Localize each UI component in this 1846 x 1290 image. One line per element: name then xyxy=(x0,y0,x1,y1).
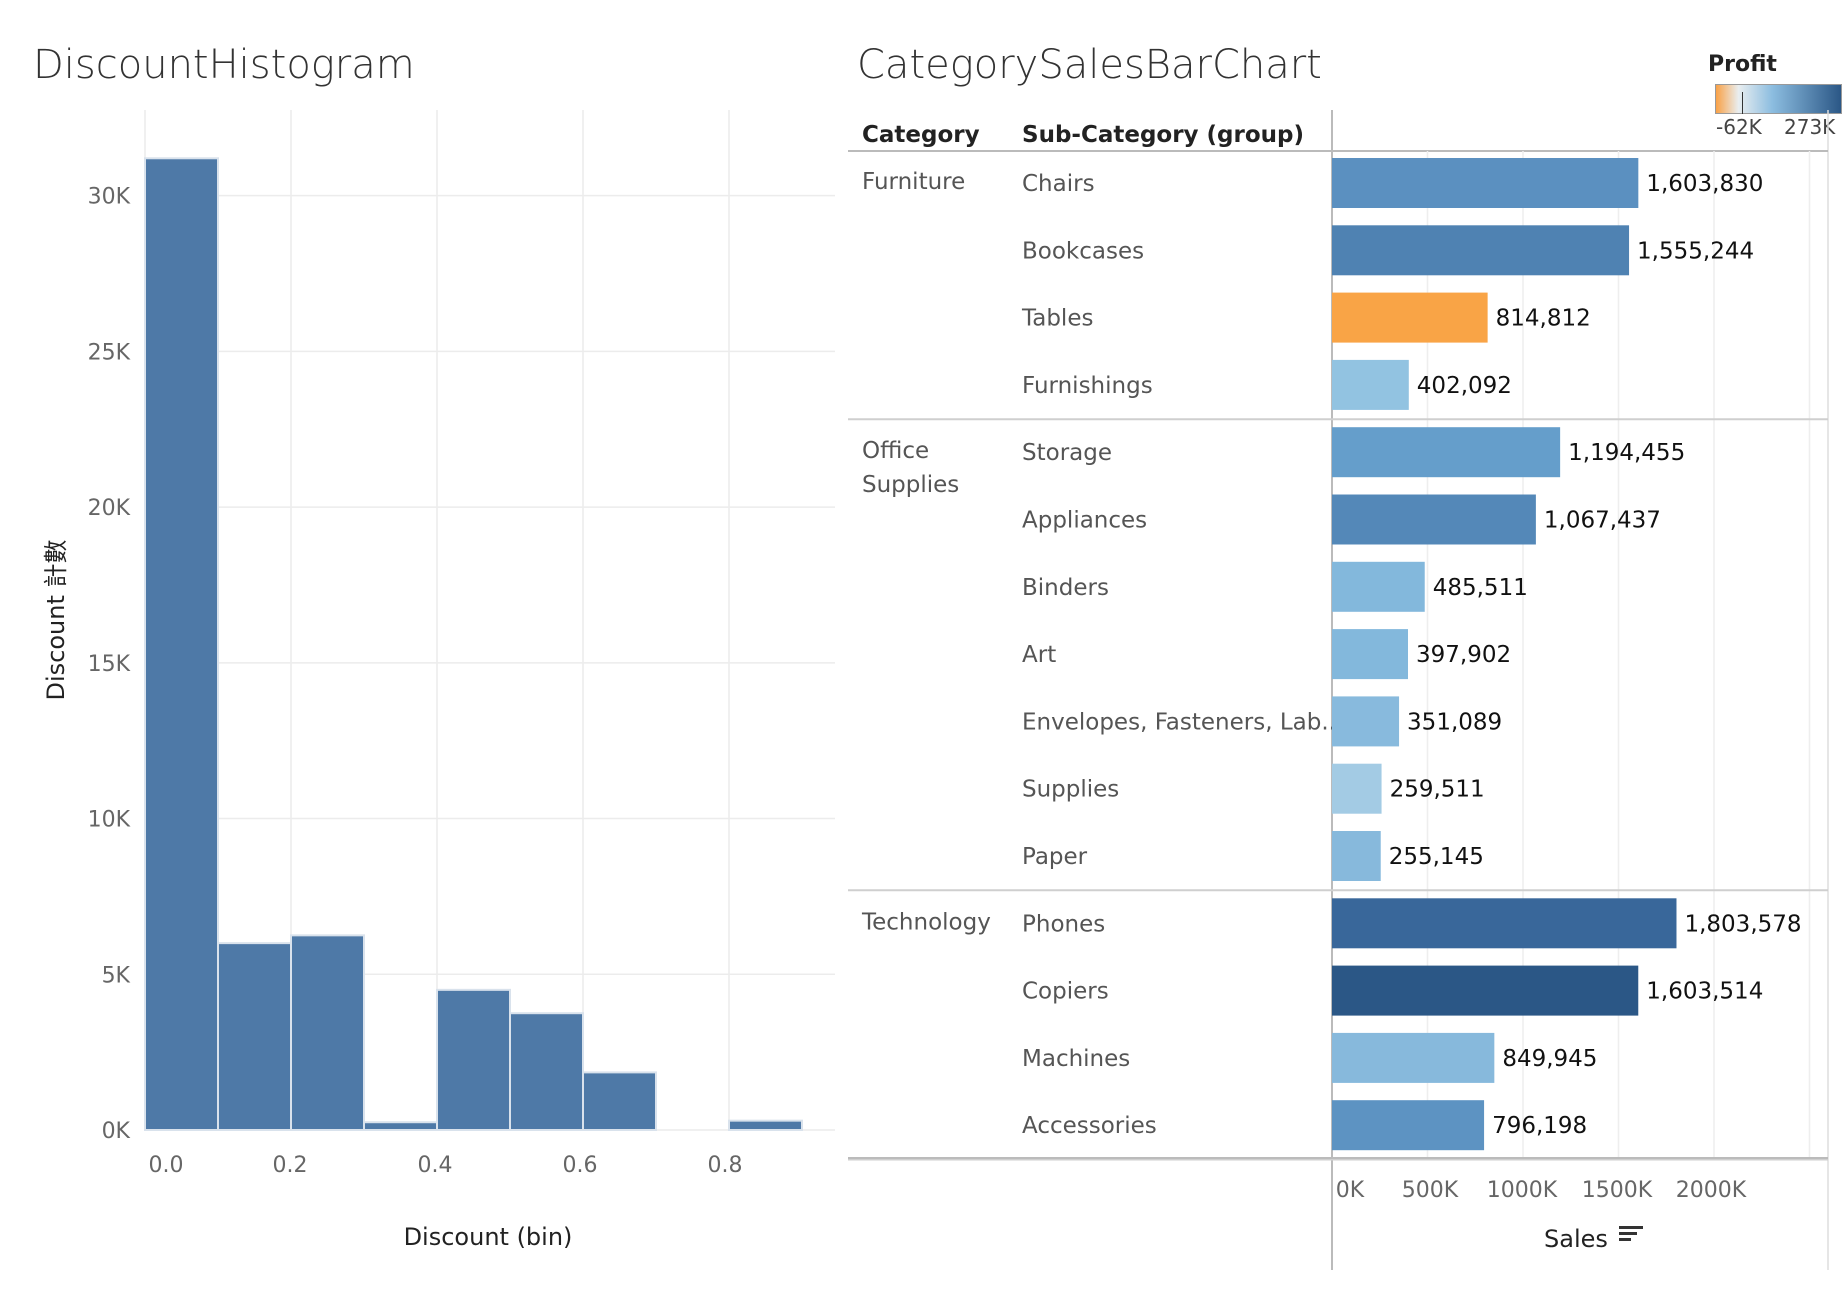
x-tick-label: 0K xyxy=(1336,1178,1365,1203)
x-tick-label: 0.4 xyxy=(418,1153,453,1178)
sales-bar[interactable] xyxy=(1332,561,1425,612)
discount-histogram[interactable]: 0K 5K 10K 15K 20K 25K 30K 0.0 0.2 0.4 0.6 0.8 Discou… xyxy=(0,0,850,1290)
subcategory-label: Machines xyxy=(1022,1046,1130,1072)
x-tick-label: 0.2 xyxy=(273,1153,308,1178)
subcategory-label: Envelopes, Fasteners, Lab.. xyxy=(1022,709,1336,735)
profit-color-ramp[interactable] xyxy=(1715,84,1842,114)
sales-bar[interactable] xyxy=(1332,225,1630,276)
sales-value-label: 397,902 xyxy=(1416,642,1511,668)
y-tick-label: 0K xyxy=(102,1119,131,1144)
sales-bar[interactable] xyxy=(1332,494,1536,545)
x-tick-label: 0.0 xyxy=(149,1153,184,1178)
subcategory-label: Furnishings xyxy=(1022,373,1153,399)
subcategory-label: Accessories xyxy=(1022,1113,1157,1139)
subcategory-label: Chairs xyxy=(1022,171,1095,197)
x-axis-title: Discount (bin) xyxy=(404,1223,573,1251)
histogram-bar[interactable] xyxy=(509,1012,584,1132)
sales-bar[interactable] xyxy=(1332,359,1409,410)
subcategory-column-header: Sub-Category (group) xyxy=(1022,122,1304,148)
sales-bar[interactable] xyxy=(1332,763,1382,814)
sales-bar[interactable] xyxy=(1332,292,1488,343)
sales-value-label: 351,089 xyxy=(1407,709,1502,735)
sales-value-label: 1,803,578 xyxy=(1684,911,1801,937)
sort-descending-icon[interactable] xyxy=(1619,1226,1643,1241)
x-tick-label: 500K xyxy=(1402,1178,1459,1203)
y-tick-label: 15K xyxy=(88,652,131,677)
sales-value-label: 1,067,437 xyxy=(1544,508,1661,534)
category-label: Furniture xyxy=(862,169,965,195)
legend-min-label: -62K xyxy=(1716,115,1762,139)
subcategory-label: Tables xyxy=(1021,306,1093,332)
subcategory-label: Bookcases xyxy=(1022,238,1144,264)
sales-bar[interactable] xyxy=(1332,1032,1495,1083)
sales-bar[interactable] xyxy=(1332,696,1400,747)
legend-zero-marker xyxy=(1742,92,1743,114)
subcategory-label: Copiers xyxy=(1022,979,1109,1005)
subcategory-label: Phones xyxy=(1022,911,1105,937)
x-axis-title: Sales xyxy=(1544,1225,1608,1253)
histogram-bar[interactable] xyxy=(436,988,511,1132)
histogram-bar[interactable] xyxy=(144,157,219,1132)
x-tick-label: 0.6 xyxy=(563,1153,598,1178)
x-tick-label: 2000K xyxy=(1676,1178,1747,1203)
subcategory-label: Appliances xyxy=(1022,508,1147,534)
y-tick-label: 10K xyxy=(88,808,131,833)
subcategory-label: Supplies xyxy=(1022,777,1119,803)
category-label: Supplies xyxy=(862,472,959,498)
subcategory-label: Binders xyxy=(1022,575,1109,601)
y-axis-title: Discount 計數 xyxy=(42,540,70,701)
sales-value-label: 1,603,514 xyxy=(1646,979,1763,1005)
x-tick-label: 0.8 xyxy=(708,1153,743,1178)
histogram-title: DiscountHistogram xyxy=(33,42,415,88)
y-tick-label: 30K xyxy=(88,185,131,210)
sales-bar[interactable] xyxy=(1332,831,1381,881)
legend-title: Profit xyxy=(1708,52,1777,77)
histogram-bar[interactable] xyxy=(582,1071,657,1132)
y-tick-label: 25K xyxy=(88,340,131,365)
histogram-bar[interactable] xyxy=(728,1119,803,1132)
sales-value-label: 796,198 xyxy=(1492,1113,1587,1139)
sales-bar[interactable] xyxy=(1332,965,1639,1016)
sales-value-label: 1,555,244 xyxy=(1637,238,1754,264)
sales-bar[interactable] xyxy=(1332,158,1639,208)
sales-value-label: 402,092 xyxy=(1417,373,1512,399)
sales-value-label: 849,945 xyxy=(1502,1046,1597,1072)
histogram-bar[interactable] xyxy=(290,934,365,1131)
sales-value-label: 814,812 xyxy=(1496,306,1591,332)
x-tick-label: 1500K xyxy=(1582,1178,1653,1203)
sales-value-label: 1,603,830 xyxy=(1646,171,1763,197)
sales-bar[interactable] xyxy=(1332,1100,1485,1151)
y-tick-label: 5K xyxy=(102,963,131,988)
subcategory-label: Storage xyxy=(1022,440,1112,466)
sales-bar[interactable] xyxy=(1332,629,1408,680)
legend-max-label: 273K xyxy=(1784,115,1836,139)
category-label: Technology xyxy=(861,909,991,935)
subcategory-label: Art xyxy=(1022,642,1056,668)
category-column-header: Category xyxy=(862,122,980,148)
sales-value-label: 255,145 xyxy=(1389,844,1484,870)
sales-bar[interactable] xyxy=(1332,427,1561,478)
x-tick-label: 1000K xyxy=(1487,1178,1558,1203)
histogram-bar[interactable] xyxy=(217,942,292,1131)
sales-value-label: 259,511 xyxy=(1390,777,1485,803)
sales-bar[interactable] xyxy=(1332,898,1677,949)
barchart-title: CategorySalesBarChart xyxy=(857,42,1322,88)
y-tick-label: 20K xyxy=(88,496,131,521)
category-label: Office xyxy=(862,438,929,464)
sales-value-label: 1,194,455 xyxy=(1568,440,1685,466)
subcategory-label: Paper xyxy=(1022,844,1088,870)
sales-value-label: 485,511 xyxy=(1433,575,1528,601)
